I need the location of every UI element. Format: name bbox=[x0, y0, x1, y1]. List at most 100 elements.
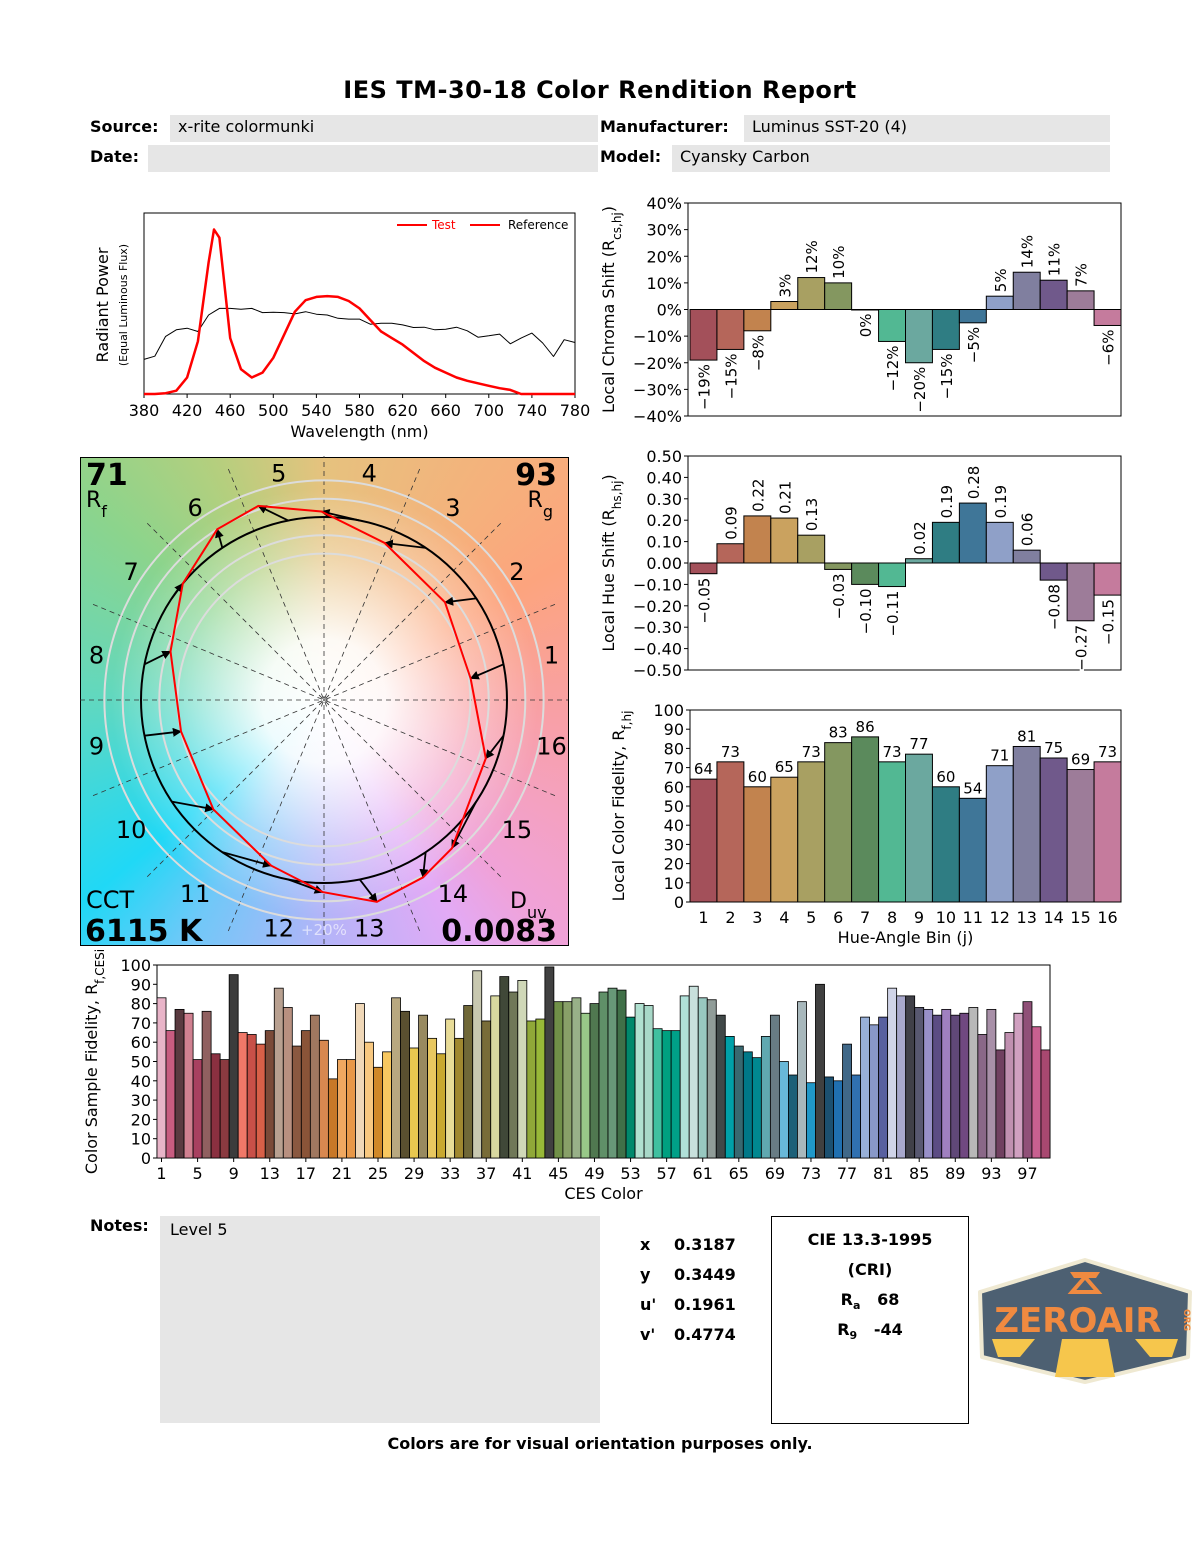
bar-12 bbox=[985, 295, 1014, 310]
bar-95 bbox=[1004, 1032, 1015, 1159]
bar-35 bbox=[463, 1005, 474, 1159]
bin-label: 16 bbox=[536, 732, 567, 760]
bar-1 bbox=[689, 778, 718, 903]
x-tick-label: 3 bbox=[752, 908, 762, 927]
bar-76 bbox=[833, 1080, 843, 1159]
bar-8 bbox=[878, 761, 906, 903]
x-tick-label: 25 bbox=[368, 1164, 388, 1183]
footer-note: Colors are for visual orientation purpos… bbox=[387, 1434, 813, 1453]
bar-10 bbox=[237, 1032, 248, 1159]
bar-5 bbox=[192, 1059, 203, 1159]
bar-value-label: −20% bbox=[911, 367, 929, 413]
logo-ray-right bbox=[1135, 1339, 1178, 1357]
bar-36 bbox=[472, 970, 483, 1159]
bar-46 bbox=[562, 1001, 573, 1159]
x-tick-label: 380 bbox=[129, 401, 160, 420]
bar-value-label: 83 bbox=[829, 724, 848, 742]
bar-5 bbox=[797, 534, 826, 564]
bar-10 bbox=[931, 309, 960, 350]
bar-3 bbox=[743, 309, 772, 332]
bar-60 bbox=[688, 985, 699, 1159]
bar-28 bbox=[400, 1010, 410, 1159]
chromaticity-value: 0.4774 bbox=[674, 1325, 736, 1344]
bar-value-label: 0.06 bbox=[1019, 513, 1037, 546]
chromaticity-label: x bbox=[640, 1235, 651, 1254]
model-label: Model: bbox=[600, 147, 662, 166]
x-tick-label: 61 bbox=[693, 1164, 713, 1183]
x-tick-label: 21 bbox=[332, 1164, 352, 1183]
x-tick-label: 700 bbox=[474, 401, 505, 420]
x-tick-label: 33 bbox=[440, 1164, 460, 1183]
x-tick-label: 69 bbox=[765, 1164, 785, 1183]
bin-label: 6 bbox=[187, 494, 202, 522]
bar-62 bbox=[706, 999, 717, 1159]
hue-bin-arrow bbox=[358, 878, 378, 903]
bar-82 bbox=[887, 987, 898, 1159]
x-tick-label: 81 bbox=[873, 1164, 893, 1183]
bar-value-label: −12% bbox=[884, 345, 902, 391]
cri-subtitle: (CRI) bbox=[847, 1260, 893, 1279]
bar-13 bbox=[264, 1030, 275, 1159]
hue-bin-arrow bbox=[215, 528, 224, 549]
x-axis-label: Hue-Angle Bin (j) bbox=[838, 928, 974, 947]
bar-42 bbox=[526, 1020, 537, 1159]
x-tick-label: 13 bbox=[1017, 908, 1037, 927]
bar-45 bbox=[553, 1001, 564, 1159]
y-tick-label: 80 bbox=[664, 739, 684, 758]
manufacturer-label: Manufacturer: bbox=[600, 117, 729, 136]
cri-title: CIE 13.3-1995 bbox=[807, 1230, 933, 1249]
x-tick-label: 5 bbox=[192, 1164, 202, 1183]
bar-23 bbox=[355, 1003, 365, 1159]
y-tick-label: 0 bbox=[674, 893, 684, 912]
x-tick-label: 9 bbox=[229, 1164, 239, 1183]
bar-value-label: 0.22 bbox=[749, 479, 767, 512]
duv-label: Duv bbox=[510, 889, 547, 922]
bar-value-label: 0.28 bbox=[965, 466, 983, 499]
y-tick-label: 10 bbox=[131, 1130, 151, 1149]
x-tick-label: 5 bbox=[806, 908, 816, 927]
bin-label: 11 bbox=[180, 880, 211, 908]
bin-boundary-line bbox=[92, 603, 556, 797]
x-tick-label: 41 bbox=[512, 1164, 532, 1183]
x-tick-label: 740 bbox=[517, 401, 548, 420]
x-tick-label: 660 bbox=[430, 401, 461, 420]
bar-13 bbox=[1012, 549, 1041, 564]
cri-r9-row: R9 -44 bbox=[772, 1315, 968, 1345]
legend-label-test: Test bbox=[431, 218, 456, 232]
bar-24 bbox=[364, 1041, 374, 1159]
chromaticity-x: x 0.3187 bbox=[640, 1235, 760, 1265]
bar-12 bbox=[985, 521, 1014, 564]
x-axis-label: CES Color bbox=[564, 1184, 643, 1203]
hue-bin-arrow bbox=[171, 800, 215, 813]
bar-10 bbox=[931, 786, 960, 903]
x-tick-label: 9 bbox=[914, 908, 924, 927]
bar-value-label: −0.15 bbox=[1100, 599, 1118, 645]
bar-11 bbox=[958, 797, 987, 903]
hue-bin-arrow bbox=[444, 596, 477, 606]
bar-14 bbox=[273, 987, 284, 1159]
spectrum-series-test bbox=[144, 228, 575, 396]
y-tick-label: −0.50 bbox=[633, 661, 682, 680]
x-tick-label: 53 bbox=[620, 1164, 640, 1183]
bar-56 bbox=[652, 1028, 663, 1159]
y-axis-label-text: Local Hue Shift (R bbox=[599, 509, 618, 651]
y-tick-label: 10 bbox=[664, 874, 684, 893]
y-tick-label: 0.40 bbox=[646, 468, 682, 487]
r9-value: -44 bbox=[873, 1320, 903, 1339]
r9-subscript: 9 bbox=[849, 1329, 858, 1343]
bar-4 bbox=[183, 1012, 194, 1159]
spectrum-plot-frame bbox=[143, 212, 576, 395]
y-tick-label: 50 bbox=[131, 1053, 151, 1072]
x-tick-label: 620 bbox=[387, 401, 418, 420]
bin-label: 4 bbox=[362, 459, 377, 487]
bar-27 bbox=[391, 997, 401, 1159]
logo-text: ZEROAIR bbox=[994, 1301, 1161, 1341]
bar-74 bbox=[815, 983, 825, 1159]
chroma-ring bbox=[103, 479, 545, 921]
bar-21 bbox=[337, 1059, 347, 1159]
bar-value-label: 73 bbox=[882, 743, 901, 761]
bar-8 bbox=[878, 309, 906, 342]
y-tick-label: −40% bbox=[633, 407, 682, 426]
x-tick-label: 6 bbox=[833, 908, 843, 927]
